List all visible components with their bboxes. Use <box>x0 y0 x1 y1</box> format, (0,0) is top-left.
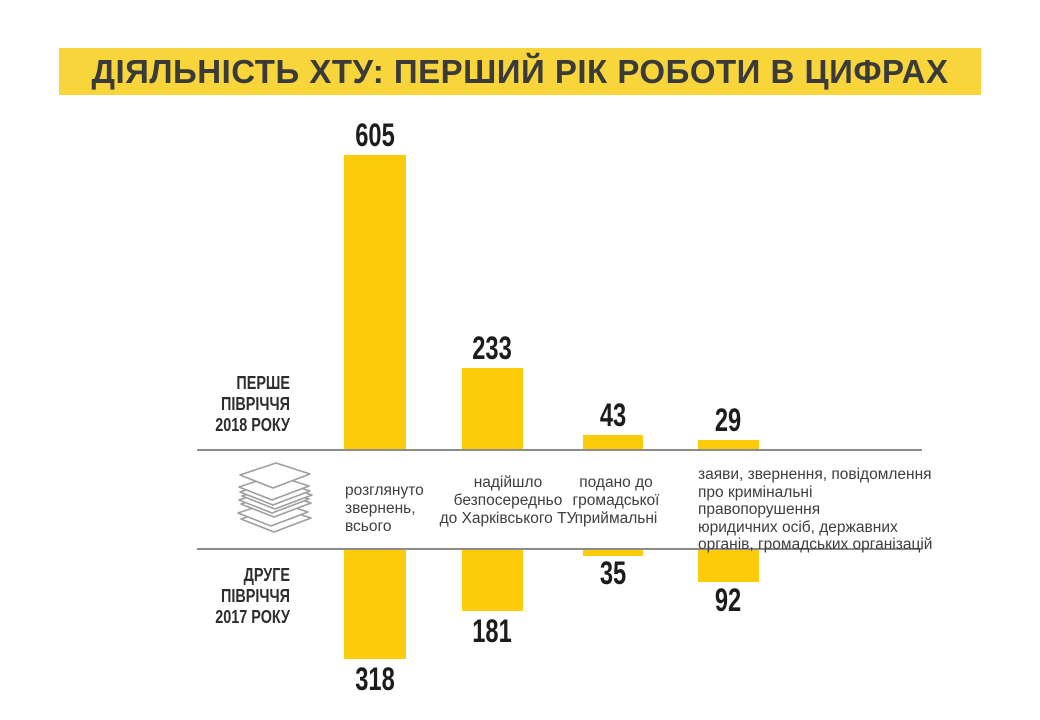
category-line: надійшло <box>473 474 543 491</box>
period-label-2018: ПЕРШЕ ПІВРІЧЧЯ 2018 РОКУ <box>130 373 290 436</box>
bar-bottom-2 <box>462 548 523 611</box>
bar-bottom-1 <box>344 548 406 659</box>
category-line: юридичних осіб, державних <box>698 518 898 536</box>
category-line: про кримінальні правопорушення <box>698 483 821 519</box>
value-label-top-3: 43 <box>599 397 627 433</box>
category-line: органів, громадських організацій <box>698 536 933 553</box>
category-line: безпосередньо <box>453 492 563 509</box>
value-label-top-1: 605 <box>355 117 395 153</box>
value-label-top-4: 29 <box>714 402 742 438</box>
period-line: ПЕРШЕ <box>236 373 290 393</box>
bar-top-4 <box>698 440 759 451</box>
page-title: ДІЯЛЬНІСТЬ ХТУ: ПЕРШИЙ РІК РОБОТИ В ЦИФР… <box>59 48 981 95</box>
category-line: подано до <box>579 474 653 491</box>
category-line: розглянуто <box>345 482 424 499</box>
period-line: 2017 РОКУ <box>215 607 290 627</box>
band-top-line <box>197 449 922 451</box>
category-label-2: надійшло безпосередньо до Харківського Т… <box>438 474 578 528</box>
category-line: заяви, звернення, повідомлення <box>698 466 932 483</box>
value-label-top-2: 233 <box>472 330 512 366</box>
paper-stack-icon-svg <box>237 462 313 533</box>
value-label-bottom-1: 318 <box>355 661 395 697</box>
category-line: всього <box>345 518 392 535</box>
paper-stack-icon <box>236 461 314 539</box>
category-label-4: заяви, звернення, повідомлення про кримі… <box>698 466 933 554</box>
period-label-2017: ДРУГЕ ПІВРІЧЧЯ 2017 РОКУ <box>130 565 290 628</box>
value-label-bottom-3: 35 <box>599 555 627 591</box>
bar-bottom-4 <box>698 548 759 582</box>
period-line: 2018 РОКУ <box>215 415 290 435</box>
period-line: ПІВРІЧЧЯ <box>221 394 290 414</box>
category-line: громадської <box>572 492 660 509</box>
bar-bottom-3 <box>583 548 643 556</box>
value-label-bottom-4: 92 <box>714 582 742 618</box>
bar-top-3 <box>583 435 643 451</box>
band-bottom-line <box>197 548 922 550</box>
bar-top-1 <box>344 155 406 451</box>
category-line: до Харківського ТУ <box>439 510 577 527</box>
category-label-3: подано до громадської приймальні <box>546 474 686 528</box>
category-label-1: розглянуто звернень, всього <box>345 482 455 536</box>
bar-top-2 <box>462 368 523 451</box>
category-line: приймальні <box>574 510 658 527</box>
period-line: ДРУГЕ <box>243 565 290 585</box>
value-label-bottom-2: 181 <box>472 613 512 649</box>
period-line: ПІВРІЧЧЯ <box>221 586 290 606</box>
category-line: звернень, <box>345 500 416 517</box>
